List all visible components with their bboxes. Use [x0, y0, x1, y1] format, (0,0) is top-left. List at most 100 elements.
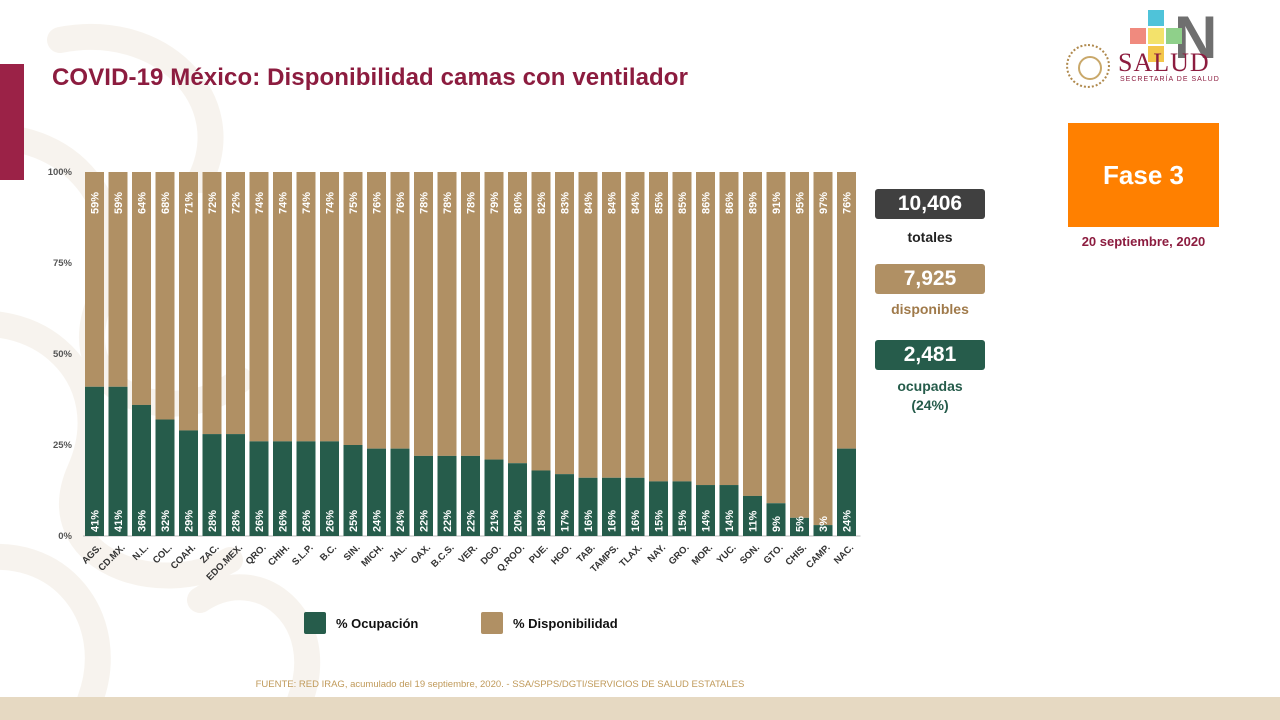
title-accent-bar	[0, 64, 24, 180]
bar-occupied	[320, 441, 339, 536]
bar-available	[461, 172, 480, 456]
bar-occupied	[85, 386, 104, 536]
total-beds-value: 10,406	[875, 189, 985, 219]
bar-label-available: 82%	[536, 192, 548, 214]
bar-label-occupied: 21%	[489, 510, 501, 532]
available-beds-value: 7,925	[875, 264, 985, 294]
x-tick-label: B.C.S.	[429, 542, 457, 570]
bar-label-available: 76%	[372, 192, 384, 214]
bar-label-available: 68%	[160, 192, 172, 214]
salud-logo: N SALUD SECRETARÍA DE SALUD	[1064, 8, 1234, 90]
bar-occupied	[508, 463, 527, 536]
bar-available	[743, 172, 762, 496]
legend-available-swatch	[481, 612, 503, 634]
bar-occupied	[390, 448, 410, 536]
total-beds-label: totales	[907, 229, 953, 245]
x-tick-label: VER.	[457, 542, 480, 565]
bar-label-occupied: 22%	[419, 510, 431, 532]
x-tick-label: HGO.	[549, 542, 574, 567]
x-tick-label: GTO.	[762, 542, 786, 566]
legend-occupied: % Ocupación	[304, 612, 418, 634]
bar-available	[508, 172, 527, 464]
bar-label-available: 72%	[231, 192, 243, 214]
bar-occupied	[461, 455, 480, 536]
bar-label-occupied: 36%	[137, 510, 149, 532]
bar-label-occupied: 28%	[207, 510, 219, 532]
x-tick-label: GRO.	[667, 542, 692, 567]
x-tick-label: YUC.	[715, 542, 739, 566]
bar-available	[390, 172, 410, 449]
bar-label-occupied: 41%	[90, 510, 102, 532]
bar-label-occupied: 14%	[724, 510, 736, 532]
bar-label-occupied: 26%	[301, 510, 313, 532]
bar-label-available: 74%	[254, 192, 266, 214]
bar-available	[790, 172, 809, 518]
bar-label-occupied: 41%	[113, 510, 125, 532]
bar-label-occupied: 16%	[630, 510, 642, 532]
bar-label-occupied: 11%	[748, 510, 760, 532]
bar-label-available: 84%	[607, 192, 619, 214]
bar-label-occupied: 3%	[818, 516, 830, 532]
bar-occupied	[555, 474, 574, 536]
bar-available	[719, 172, 739, 486]
bar-label-available: 89%	[748, 192, 760, 214]
bar-label-available: 64%	[137, 192, 149, 214]
bar-available	[414, 172, 433, 456]
bar-available	[132, 172, 151, 405]
bar-label-available: 76%	[842, 192, 854, 214]
bar-label-occupied: 20%	[513, 510, 525, 532]
x-tick-label: TLAX.	[617, 542, 644, 569]
bar-label-occupied: 14%	[701, 510, 713, 532]
bar-label-available: 74%	[278, 192, 290, 214]
bar-available	[108, 172, 128, 387]
bar-available	[625, 172, 645, 478]
bar-label-available: 78%	[419, 192, 431, 214]
source-note: FUENTE: RED IRAG, acumulado del 19 septi…	[255, 679, 745, 690]
bar-label-occupied: 18%	[536, 510, 548, 532]
x-tick-label: QRO.	[244, 542, 269, 567]
bar-label-available: 74%	[325, 192, 337, 214]
bar-available	[85, 172, 104, 387]
bar-label-available: 74%	[301, 192, 313, 214]
bar-label-occupied: 25%	[348, 510, 360, 532]
bar-label-occupied: 24%	[842, 510, 854, 532]
bar-occupied	[602, 477, 621, 536]
bar-label-available: 75%	[348, 192, 360, 214]
bar-label-available: 78%	[442, 192, 454, 214]
bar-label-available: 84%	[630, 192, 642, 214]
bar-available	[437, 172, 457, 456]
available-beds-label: disponibles	[891, 301, 969, 317]
bar-occupied	[484, 459, 504, 536]
bar-occupied	[766, 503, 786, 536]
occupied-beds-percent: (24%)	[911, 397, 949, 413]
y-tick-label: 75%	[53, 258, 73, 269]
bar-label-occupied: 9%	[771, 516, 783, 532]
bar-occupied	[790, 517, 809, 536]
bar-available	[672, 172, 692, 482]
y-tick-label: 0%	[58, 531, 72, 542]
bar-label-available: 78%	[466, 192, 478, 214]
bar-available	[649, 172, 668, 482]
bar-label-available: 79%	[489, 192, 501, 214]
bar-label-available: 80%	[513, 192, 525, 214]
bar-occupied	[249, 441, 269, 536]
bar-label-occupied: 16%	[607, 510, 619, 532]
x-tick-label: JAL.	[387, 542, 409, 564]
y-tick-label: 100%	[48, 167, 73, 178]
bar-label-occupied: 32%	[160, 510, 172, 532]
bar-label-occupied: 29%	[184, 510, 196, 532]
bar-available	[367, 172, 386, 449]
bar-label-available: 59%	[113, 192, 125, 214]
bar-available	[837, 172, 856, 449]
x-tick-label: NAY.	[646, 542, 668, 564]
bar-label-available: 71%	[184, 192, 196, 214]
occupied-beds-label: ocupadas	[897, 378, 963, 394]
bar-occupied	[132, 404, 151, 536]
bar-available	[696, 172, 715, 486]
bar-label-occupied: 24%	[372, 510, 384, 532]
bar-available	[555, 172, 574, 475]
bar-label-occupied: 15%	[677, 510, 689, 532]
legend-available: % Disponibilidad	[481, 612, 618, 634]
x-tick-label: N.L.	[131, 542, 151, 562]
x-tick-label: SON.	[738, 542, 762, 566]
